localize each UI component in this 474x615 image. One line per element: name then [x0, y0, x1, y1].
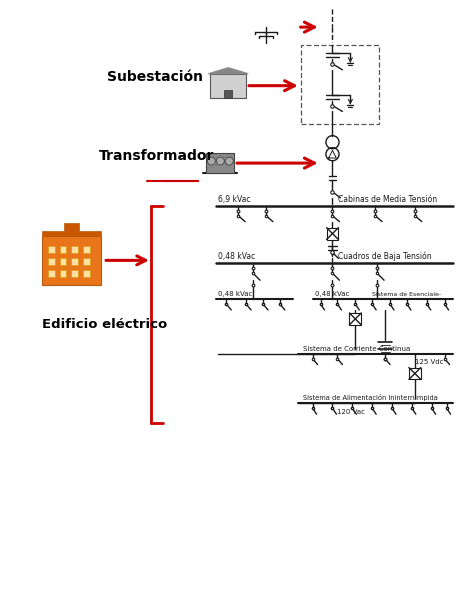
Bar — [72, 258, 78, 265]
Bar — [48, 258, 55, 265]
Text: Sistema de Corriente Continua: Sistema de Corriente Continua — [303, 346, 410, 352]
Bar — [224, 90, 232, 98]
Circle shape — [216, 157, 224, 165]
Circle shape — [225, 157, 233, 165]
Bar — [48, 270, 55, 277]
Bar — [210, 74, 246, 98]
Bar — [83, 270, 91, 277]
Text: Cabinas de Media Tensión: Cabinas de Media Tensión — [338, 195, 438, 204]
Bar — [60, 258, 66, 265]
Text: Sistema de Esenciale-: Sistema de Esenciale- — [372, 292, 441, 297]
Bar — [83, 247, 91, 253]
Circle shape — [208, 157, 215, 165]
Bar — [327, 228, 338, 239]
Polygon shape — [209, 68, 248, 74]
Bar — [83, 258, 91, 265]
Bar — [60, 247, 66, 253]
Text: Subestación: Subestación — [107, 69, 203, 84]
Bar — [349, 313, 361, 325]
Text: 125 Vdc: 125 Vdc — [415, 359, 443, 365]
Bar — [64, 223, 80, 231]
Text: Sistema de Alimentación Ininterrumpida: Sistema de Alimentación Ininterrumpida — [303, 394, 438, 402]
Bar — [72, 247, 78, 253]
Text: 0,48 kVac: 0,48 kVac — [219, 252, 255, 261]
Bar — [207, 153, 234, 173]
Bar — [301, 45, 379, 124]
Text: 6,9 kVac: 6,9 kVac — [219, 195, 251, 204]
Text: Edificio eléctrico: Edificio eléctrico — [42, 319, 167, 331]
Bar — [48, 247, 55, 253]
Bar — [60, 270, 66, 277]
Bar — [409, 368, 421, 379]
Text: Transformador: Transformador — [99, 149, 215, 163]
Bar — [72, 270, 78, 277]
Text: Cuadros de Baja Tensión: Cuadros de Baja Tensión — [338, 252, 432, 261]
Text: 0,48 kVac: 0,48 kVac — [219, 291, 253, 297]
Bar — [42, 236, 101, 285]
Text: 0,48 kVac: 0,48 kVac — [315, 291, 349, 297]
Text: 120 Vac: 120 Vac — [337, 409, 365, 415]
Bar — [42, 231, 101, 236]
